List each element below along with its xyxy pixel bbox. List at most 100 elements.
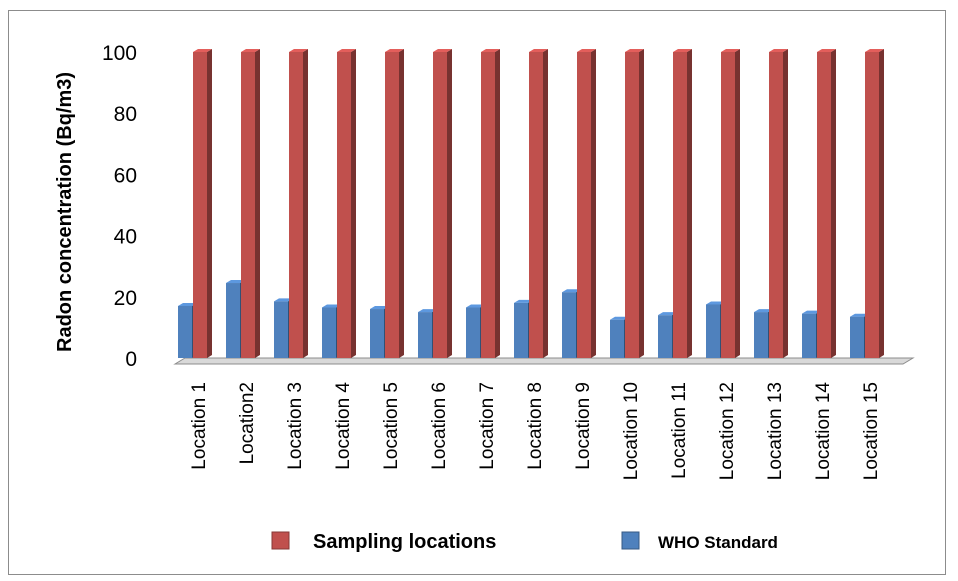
bar-sampling-locations-side bbox=[303, 49, 308, 358]
bar-sampling-locations-side bbox=[687, 49, 692, 358]
bar-sampling-locations bbox=[241, 49, 260, 358]
bar-who-standard-front bbox=[658, 315, 672, 358]
x-tick-label: Location 10 bbox=[621, 382, 642, 480]
legend-item: WHO Standard bbox=[621, 531, 778, 552]
bar-sampling-locations-top bbox=[241, 49, 260, 52]
bar-who-standard-top bbox=[322, 304, 341, 308]
bar-sampling-locations-side bbox=[639, 49, 644, 358]
bar-who-standard-top bbox=[754, 309, 773, 313]
bar-sampling-locations bbox=[577, 49, 596, 358]
bar-who-standard-top bbox=[802, 310, 821, 314]
legend-label: Sampling locations bbox=[313, 531, 496, 553]
bar-sampling-locations-front bbox=[769, 52, 783, 358]
x-tick-label: Location 15 bbox=[861, 382, 882, 480]
x-tick-label: Location 3 bbox=[285, 382, 306, 470]
chart-floor bbox=[173, 357, 915, 365]
bar-sampling-locations-top bbox=[817, 49, 836, 52]
x-tick-label: Location2 bbox=[237, 382, 258, 464]
bar-who-standard-front bbox=[418, 312, 432, 358]
bar-who-standard-top bbox=[514, 299, 533, 303]
bar-sampling-locations-top bbox=[193, 49, 212, 52]
bar-sampling-locations-front bbox=[481, 52, 495, 358]
bar-who-standard-top bbox=[418, 309, 437, 313]
y-tick-label: 60 bbox=[114, 164, 137, 187]
bar-sampling-locations-side bbox=[879, 49, 884, 358]
bar-sampling-locations-front bbox=[625, 52, 639, 358]
bar-sampling-locations-top bbox=[337, 49, 356, 52]
bar-who-standard-top bbox=[706, 301, 725, 305]
bar-sampling-locations-side bbox=[255, 49, 260, 358]
bar-sampling-locations bbox=[673, 49, 692, 358]
bar-sampling-locations-front bbox=[241, 52, 255, 358]
bar-sampling-locations-side bbox=[495, 49, 500, 358]
bar-who-standard-front bbox=[754, 312, 768, 358]
legend-item: Sampling locations bbox=[271, 531, 496, 553]
bar-sampling-locations-side bbox=[207, 49, 212, 358]
bar-who-standard-top bbox=[850, 313, 869, 317]
bar-who-standard-top bbox=[562, 289, 581, 293]
bar-sampling-locations-top bbox=[865, 49, 884, 52]
bar-sampling-locations bbox=[865, 49, 884, 358]
bar-sampling-locations-side bbox=[591, 49, 596, 358]
bar-who-standard-top bbox=[610, 316, 629, 320]
bar-sampling-locations bbox=[433, 49, 452, 358]
bar-sampling-locations-front bbox=[673, 52, 687, 358]
bar-who-standard-front bbox=[802, 313, 816, 358]
x-tick-label: Location 6 bbox=[429, 382, 450, 470]
legend-swatch bbox=[621, 531, 640, 550]
bar-sampling-locations-top bbox=[481, 49, 500, 52]
bar-who-standard-front bbox=[274, 301, 288, 358]
x-tick-label: Location 9 bbox=[573, 382, 594, 470]
bar-who-standard-front bbox=[706, 304, 720, 358]
bar-sampling-locations bbox=[481, 49, 500, 358]
x-tick-label: Location 4 bbox=[333, 382, 354, 470]
bar-sampling-locations bbox=[193, 49, 212, 358]
bar-sampling-locations-side bbox=[543, 49, 548, 358]
floor-plane bbox=[173, 357, 915, 365]
x-tick-label: Location 14 bbox=[813, 382, 834, 481]
bar-sampling-locations bbox=[529, 49, 548, 358]
bar-who-standard-front bbox=[466, 307, 480, 358]
bar-sampling-locations-top bbox=[769, 49, 788, 52]
x-tick-label: Location 8 bbox=[525, 382, 546, 470]
bar-sampling-locations bbox=[337, 49, 356, 358]
chart-frame bbox=[8, 10, 946, 575]
bar-who-standard-front bbox=[514, 302, 528, 358]
x-axis-labels: Location 1 Location2 Location 3 Location 4 L… bbox=[189, 382, 882, 481]
bar-sampling-locations bbox=[289, 49, 308, 358]
bar-sampling-locations-front bbox=[529, 52, 543, 358]
bar-who-standard-top bbox=[658, 312, 677, 316]
bar-who-standard-top bbox=[274, 298, 293, 302]
bar-who-standard-front bbox=[178, 305, 192, 358]
bar-who-standard-front bbox=[370, 309, 384, 358]
bar-sampling-locations-front bbox=[577, 52, 591, 358]
bar-who-standard-top bbox=[370, 306, 389, 310]
x-tick-label: Location 11 bbox=[669, 382, 690, 479]
bar-sampling-locations-side bbox=[783, 49, 788, 358]
bar-who-standard-top bbox=[226, 280, 245, 284]
bar-sampling-locations bbox=[385, 49, 404, 358]
x-tick-label: Location 13 bbox=[765, 382, 786, 480]
bar-who-standard-front bbox=[322, 307, 336, 358]
bar-sampling-locations-front bbox=[193, 52, 207, 358]
y-axis-ticks: 0 20 40 60 80 100 bbox=[102, 42, 137, 371]
bar-sampling-locations-top bbox=[625, 49, 644, 52]
bar-sampling-locations-top bbox=[721, 49, 740, 52]
y-tick-label: 0 bbox=[125, 348, 137, 371]
x-tick-label: Location 7 bbox=[477, 382, 498, 470]
bar-sampling-locations-top bbox=[673, 49, 692, 52]
bar-sampling-locations-side bbox=[831, 49, 836, 358]
bar-sampling-locations-top bbox=[529, 49, 548, 52]
bars bbox=[178, 49, 884, 358]
x-tick-label: Location 1 bbox=[189, 382, 210, 470]
bar-who-standard-top bbox=[466, 304, 485, 308]
bar-sampling-locations bbox=[769, 49, 788, 358]
bar-sampling-locations-top bbox=[385, 49, 404, 52]
bar-sampling-locations-front bbox=[337, 52, 351, 358]
x-tick-label: Location 12 bbox=[717, 382, 738, 480]
bar-sampling-locations-front bbox=[817, 52, 831, 358]
bar-who-standard-top bbox=[178, 302, 197, 306]
bar-sampling-locations-front bbox=[289, 52, 303, 358]
bar-who-standard-front bbox=[226, 283, 240, 358]
